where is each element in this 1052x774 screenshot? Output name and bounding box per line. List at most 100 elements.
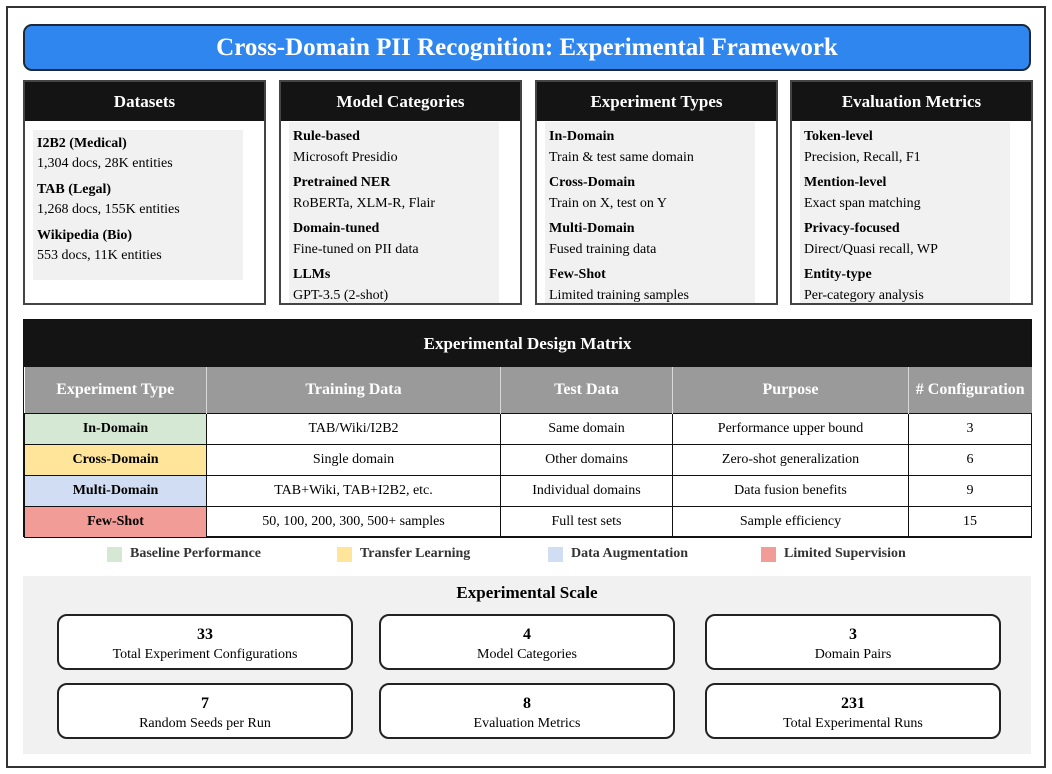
entry-title: Few-Shot bbox=[549, 267, 606, 282]
entry-title: TAB (Legal) bbox=[37, 182, 112, 197]
table-cell: Sample efficiency bbox=[672, 505, 909, 538]
entry-desc: RoBERTa, XLM-R, Flair bbox=[293, 196, 436, 211]
column-header: Purpose bbox=[672, 367, 909, 413]
entry-desc: 1,268 docs, 155K entities bbox=[37, 202, 180, 217]
entry-title: Domain-tuned bbox=[293, 221, 380, 236]
panel-heading: Experiment Types bbox=[537, 82, 776, 121]
panel-heading: Evaluation Metrics bbox=[792, 82, 1031, 121]
legend-item: Baseline Performance bbox=[107, 546, 261, 562]
stat-card: 33 Total Experiment Configurations bbox=[57, 614, 353, 670]
table-cell: 3 bbox=[908, 412, 1032, 445]
table-cell: TAB/Wiki/I2B2 bbox=[206, 412, 501, 445]
stat-card: 8 Evaluation Metrics bbox=[379, 683, 675, 739]
panel-heading: Datasets bbox=[25, 82, 264, 121]
panel-experiment-types: Experiment Types In-Domain Train & test … bbox=[535, 80, 778, 305]
entry-desc: Direct/Quasi recall, WP bbox=[804, 242, 938, 257]
legend-item: Data Augmentation bbox=[548, 546, 688, 562]
entry-title: Wikipedia (Bio) bbox=[37, 228, 133, 243]
stat-value: 33 bbox=[197, 626, 213, 643]
entry-title: Multi-Domain bbox=[549, 221, 635, 236]
matrix-table: Experiment Type Training Data Test Data … bbox=[24, 367, 1032, 538]
legend: Baseline Performance Transfer Learning D… bbox=[0, 546, 1052, 564]
stat-label: Domain Pairs bbox=[814, 647, 892, 662]
column-header: # Configuration bbox=[908, 367, 1032, 413]
legend-label: Limited Supervision bbox=[784, 546, 906, 561]
legend-label: Data Augmentation bbox=[571, 546, 689, 561]
stat-value: 3 bbox=[849, 626, 857, 643]
stat-card: 3 Domain Pairs bbox=[705, 614, 1001, 670]
table-cell: Single domain bbox=[206, 443, 501, 476]
matrix-heading: Experimental Design Matrix bbox=[24, 320, 1031, 367]
entry-desc: Limited training samples bbox=[549, 288, 689, 303]
table-cell: Data fusion benefits bbox=[672, 474, 909, 507]
legend-label: Transfer Learning bbox=[360, 546, 471, 561]
stat-label: Evaluation Metrics bbox=[473, 716, 581, 731]
entry-desc: Fine-tuned on PII data bbox=[293, 242, 419, 257]
stat-value: 231 bbox=[841, 695, 865, 712]
table-cell: Performance upper bound bbox=[672, 412, 909, 445]
outer-frame bbox=[6, 6, 1046, 768]
entry-desc: Fused training data bbox=[549, 242, 657, 257]
stat-card: 4 Model Categories bbox=[379, 614, 675, 670]
entry-desc: Per-category analysis bbox=[804, 288, 924, 303]
legend-item: Transfer Learning bbox=[337, 546, 470, 562]
legend-swatch bbox=[548, 546, 563, 562]
stat-label: Total Experimental Runs bbox=[783, 716, 923, 731]
entry-title: Token-level bbox=[804, 129, 873, 144]
entry-title: Cross-Domain bbox=[549, 175, 636, 190]
stat-label: Total Experiment Configurations bbox=[112, 647, 298, 662]
entry-desc: Train on X, test on Y bbox=[549, 196, 667, 211]
scale-heading: Experimental Scale bbox=[456, 583, 598, 602]
table-cell: 50, 100, 200, 300, 500+ samples bbox=[206, 505, 501, 538]
entry-desc: 553 docs, 11K entities bbox=[37, 248, 162, 263]
entry-desc: Train & test same domain bbox=[549, 150, 694, 165]
entry-desc: GPT-3.5 (2-shot) bbox=[293, 288, 389, 303]
table-row: Multi-Domain TAB+Wiki, TAB+I2B2, etc. In… bbox=[24, 474, 1032, 507]
table-cell: Full test sets bbox=[500, 505, 673, 538]
panel-heading: Model Categories bbox=[281, 82, 520, 121]
table-cell: 6 bbox=[908, 443, 1032, 476]
table-row: Few-Shot 50, 100, 200, 300, 500+ samples… bbox=[24, 505, 1032, 538]
table-row: In-Domain TAB/Wiki/I2B2 Same domain Perf… bbox=[24, 412, 1032, 445]
stat-card: 231 Total Experimental Runs bbox=[705, 683, 1001, 739]
stat-value: 4 bbox=[523, 626, 531, 643]
table-cell: Other domains bbox=[500, 443, 673, 476]
experimental-scale: Experimental Scale 33 Total Experiment C… bbox=[23, 576, 1031, 754]
entry-title: Entity-type bbox=[804, 267, 872, 282]
entry-title: I2B2 (Medical) bbox=[37, 136, 127, 151]
table-cell: 9 bbox=[908, 474, 1032, 507]
row-type-cell: Few-Shot bbox=[24, 505, 207, 538]
matrix-header-row: Experiment Type Training Data Test Data … bbox=[24, 367, 1032, 413]
entry-desc: Microsoft Presidio bbox=[293, 150, 398, 165]
entry-desc: Precision, Recall, F1 bbox=[804, 150, 921, 165]
table-cell: Zero-shot generalization bbox=[672, 443, 909, 476]
table-cell: Same domain bbox=[500, 412, 673, 445]
stat-value: 8 bbox=[523, 695, 531, 712]
design-matrix: Experimental Design Matrix Experiment Ty… bbox=[23, 319, 1032, 538]
entry-title: In-Domain bbox=[549, 129, 615, 144]
row-type-cell: In-Domain bbox=[24, 412, 207, 445]
stat-label: Model Categories bbox=[477, 647, 577, 662]
panel-body: Token-level Precision, Recall, F1 Mentio… bbox=[800, 122, 1010, 303]
entry-title: Rule-based bbox=[293, 129, 360, 144]
column-header: Training Data bbox=[206, 367, 501, 413]
stat-card: 7 Random Seeds per Run bbox=[57, 683, 353, 739]
column-header: Test Data bbox=[500, 367, 673, 413]
panel-body: In-Domain Train & test same domain Cross… bbox=[545, 122, 755, 303]
entry-title: Privacy-focused bbox=[804, 221, 900, 236]
entry-title: Pretrained NER bbox=[293, 175, 391, 190]
page-title: Cross-Domain PII Recognition: Experiment… bbox=[23, 24, 1031, 71]
legend-label: Baseline Performance bbox=[130, 546, 262, 561]
table-row: Cross-Domain Single domain Other domains… bbox=[24, 443, 1032, 476]
table-cell: TAB+Wiki, TAB+I2B2, etc. bbox=[206, 474, 501, 507]
legend-item: Limited Supervision bbox=[761, 546, 906, 562]
panel-body: Rule-based Microsoft Presidio Pretrained… bbox=[289, 122, 499, 303]
entry-title: LLMs bbox=[293, 267, 331, 282]
panel-model-categories: Model Categories Rule-based Microsoft Pr… bbox=[279, 80, 522, 305]
row-type-cell: Multi-Domain bbox=[24, 474, 207, 507]
legend-swatch bbox=[337, 546, 352, 562]
panel-evaluation-metrics: Evaluation Metrics Token-level Precision… bbox=[790, 80, 1033, 305]
row-type-cell: Cross-Domain bbox=[24, 443, 207, 476]
table-cell: 15 bbox=[908, 505, 1032, 538]
entry-desc: 1,304 docs, 28K entities bbox=[37, 156, 173, 171]
